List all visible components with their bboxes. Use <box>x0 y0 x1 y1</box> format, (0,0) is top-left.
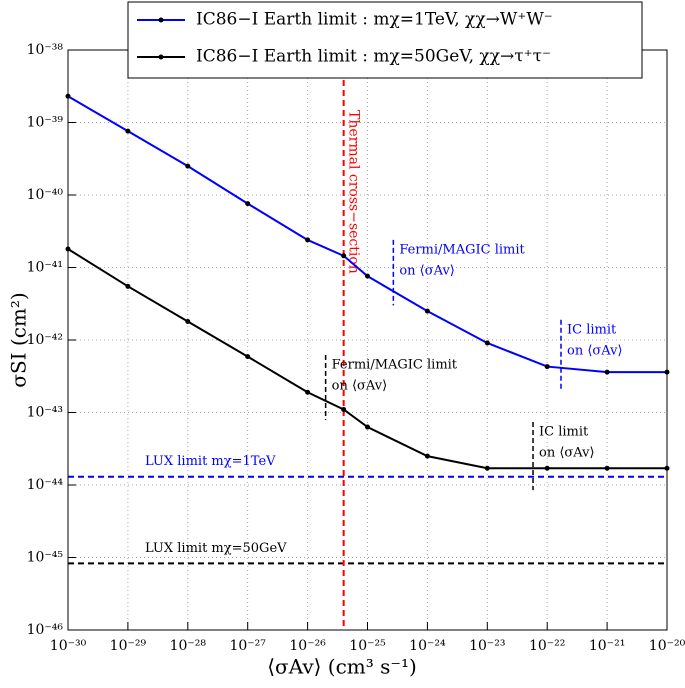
limit-label: IC limit <box>539 424 589 439</box>
point <box>125 283 131 289</box>
point <box>365 273 370 279</box>
x-tick-label: 10⁻²⁸ <box>170 638 207 654</box>
point <box>125 128 131 134</box>
point <box>245 201 251 207</box>
limit-label: on ⟨σAv⟩ <box>539 445 595 460</box>
y-tick-label: 10⁻⁴² <box>27 332 63 348</box>
x-tick-label: 10⁻³⁰ <box>50 638 87 654</box>
limit-label: IC limit <box>567 322 617 337</box>
y-tick-label: 10⁻³⁹ <box>27 115 64 131</box>
y-tick-label: 10⁻⁴⁴ <box>27 477 64 493</box>
x-tick-label: 10⁻²³ <box>469 638 505 654</box>
limit-label: on ⟨σAv⟩ <box>399 263 455 278</box>
point <box>484 465 490 471</box>
legend-box <box>127 1 643 79</box>
x-tick-label: 10⁻²⁹ <box>110 638 147 654</box>
legend-swatch-point <box>158 54 164 60</box>
point <box>544 465 550 471</box>
x-tick-label: 10⁻²⁵ <box>349 638 386 654</box>
x-tick-label: 10⁻²⁴ <box>409 638 446 654</box>
point <box>305 389 311 395</box>
series-line <box>67 248 667 470</box>
limit-label: on ⟨σAv⟩ <box>567 343 623 358</box>
y-tick-label: 10⁻⁴⁵ <box>27 550 64 566</box>
y-tick-label: 10⁻⁴⁰ <box>27 187 64 203</box>
point <box>604 369 610 375</box>
point <box>484 340 490 346</box>
point <box>604 465 610 471</box>
y-axis-label: σSI (cm²) <box>7 292 31 387</box>
point <box>185 163 191 169</box>
reference-label: LUX limit mχ=50GeV <box>145 541 287 556</box>
legend-label: IC86−I Earth limit : mχ=50GeV, χχ→τ⁺τ⁻ <box>196 47 551 67</box>
x-tick-label: 10⁻²⁰ <box>649 638 685 654</box>
point <box>365 424 370 430</box>
y-tick-label: 10⁻⁴³ <box>27 405 63 421</box>
point <box>424 308 430 314</box>
point <box>185 318 191 324</box>
reference-label: Thermal cross−section <box>346 110 362 274</box>
point <box>341 253 347 259</box>
y-tick-label: 10⁻³⁸ <box>27 42 64 58</box>
point <box>245 354 251 360</box>
x-tick-label: 10⁻²⁷ <box>229 638 266 654</box>
limit-label: Fermi/MAGIC limit <box>399 242 525 257</box>
legend-swatch-point <box>158 17 164 23</box>
x-tick-label: 10⁻²² <box>529 638 565 654</box>
legend-label: IC86−I Earth limit : mχ=1TeV, χχ→W⁺W⁻ <box>196 10 553 30</box>
series-line <box>67 95 667 374</box>
point <box>424 453 430 459</box>
x-tick-label: 10⁻²⁶ <box>289 638 326 654</box>
limit-label: on ⟨σAv⟩ <box>332 379 388 394</box>
y-tick-label: 10⁻⁴¹ <box>27 260 63 276</box>
point <box>544 364 550 370</box>
x-tick-label: 10⁻²¹ <box>589 638 625 654</box>
point <box>305 237 311 243</box>
point <box>341 406 347 412</box>
y-tick-label: 10⁻⁴⁶ <box>27 622 64 638</box>
reference-label: LUX limit mχ=1TeV <box>145 454 276 469</box>
x-axis-label: ⟨σAv⟩ (cm³ s⁻¹) <box>267 655 417 679</box>
limit-label: Fermi/MAGIC limit <box>332 358 458 373</box>
